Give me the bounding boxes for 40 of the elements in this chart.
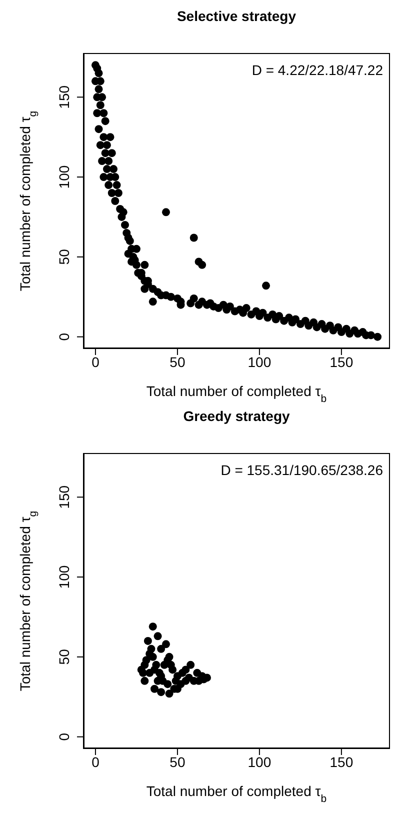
x-tick-label: 50 [170, 354, 186, 370]
point [178, 668, 186, 677]
annotation: D = 155.31/190.65/238.26 [220, 462, 383, 478]
x-tick-label: 0 [92, 754, 100, 770]
x-tick-label: 150 [330, 354, 354, 370]
x-tick-label: 0 [92, 354, 100, 370]
y-tick-label: 100 [56, 165, 72, 189]
y-tick-label: 150 [56, 85, 72, 109]
point [146, 650, 154, 658]
point [154, 632, 162, 640]
x-tick-label: 100 [248, 754, 272, 770]
x-axis-title: Total number of completed τ$_{b}$ [146, 383, 327, 405]
point [150, 684, 159, 693]
point [139, 668, 148, 677]
y-tick-label: 150 [56, 485, 72, 509]
point [157, 688, 166, 696]
y-tick-label: 50 [56, 248, 72, 265]
point [172, 676, 180, 685]
point [184, 674, 193, 682]
point [148, 622, 157, 631]
point [142, 656, 150, 664]
y-tick-label: 50 [56, 648, 72, 665]
point [186, 660, 195, 669]
chart-title: Greedy strategy [182, 408, 291, 424]
point [157, 644, 166, 653]
point [140, 676, 149, 685]
y-tick-label: 0 [56, 732, 72, 741]
point [164, 680, 172, 688]
y-tick-label: 100 [56, 565, 72, 589]
y-tick-label: 0 [56, 332, 72, 341]
point [162, 640, 170, 648]
chart-title: Selective strategy [176, 8, 298, 24]
point [150, 666, 159, 674]
x-tick-label: 150 [330, 754, 354, 770]
annotation: D = 4.22/22.18/47.22 [252, 62, 383, 78]
point [144, 636, 152, 645]
point [165, 690, 174, 698]
x-axis-title: Total number of completed τ$_{b}$ [146, 783, 327, 805]
x-tick-label: 50 [170, 754, 186, 770]
x-tick-label: 100 [248, 354, 272, 370]
